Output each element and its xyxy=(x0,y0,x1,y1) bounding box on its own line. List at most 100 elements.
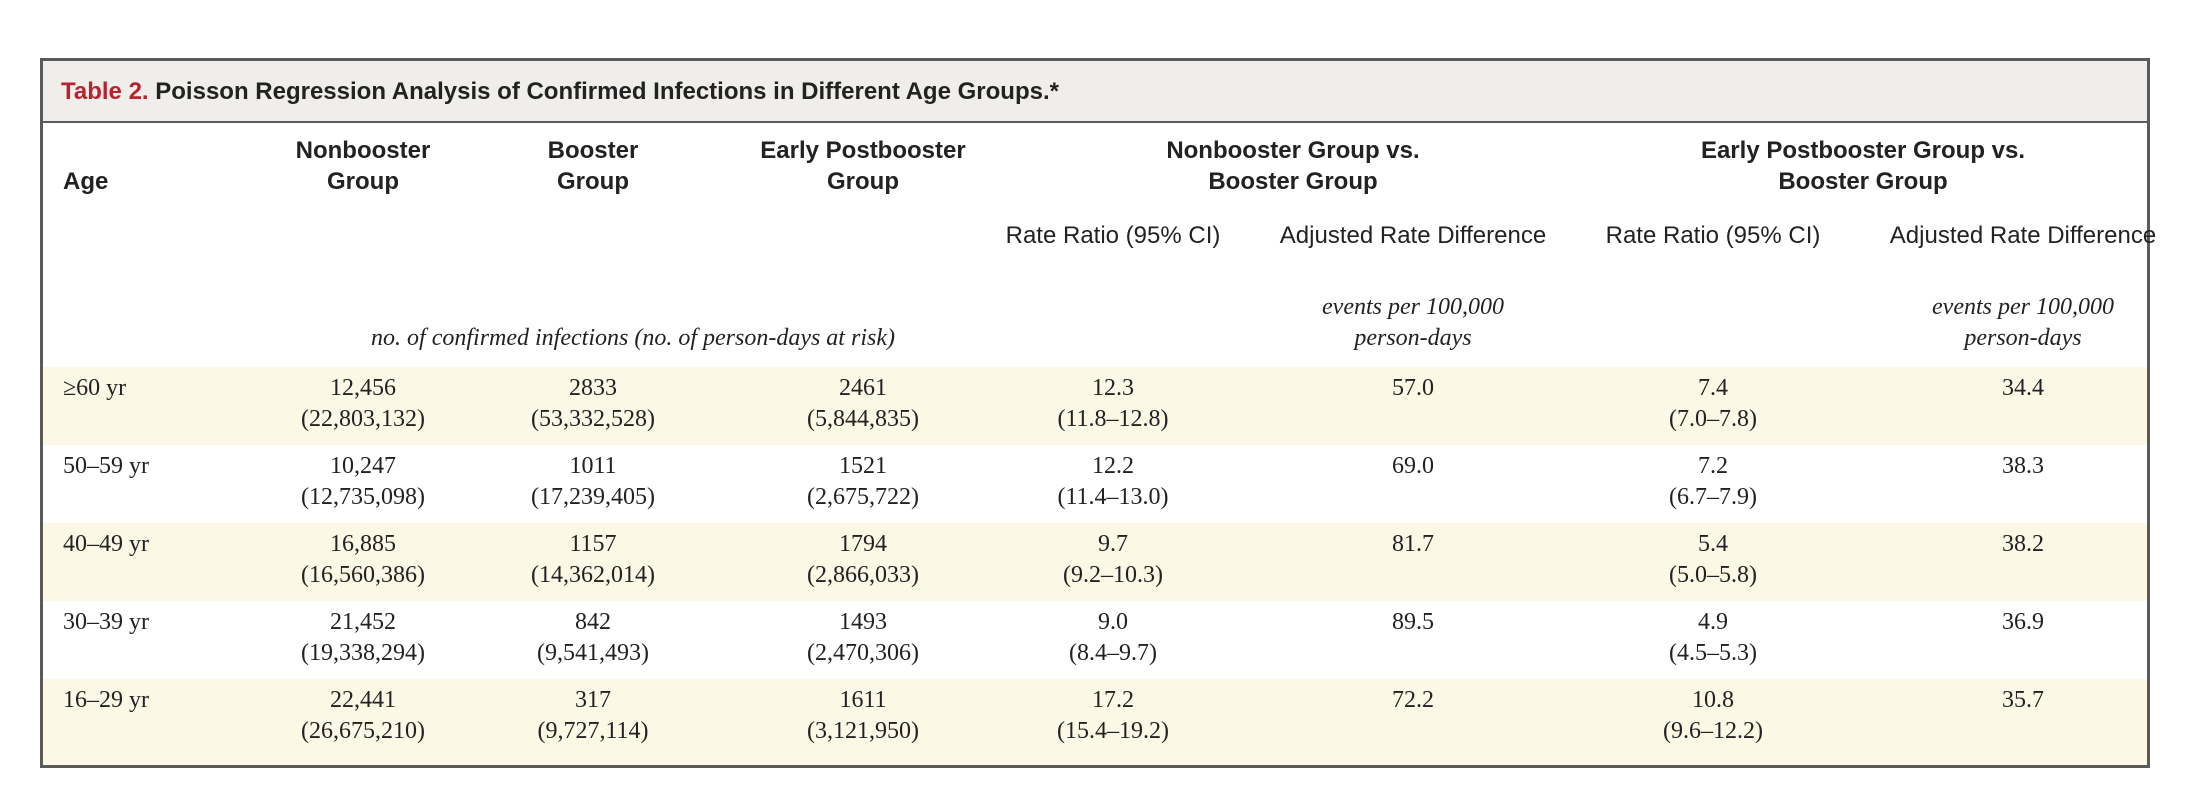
cell-ci: (8.4–9.7) xyxy=(1069,640,1157,666)
header-booster-line2: Group xyxy=(557,168,629,195)
cell-rate-ratio-1: 9.7 (9.2–10.3) xyxy=(983,529,1243,591)
cell-adjusted-diff-1: 89.5 xyxy=(1392,609,1434,635)
header-early-vs-booster: Early Postbooster Group vs. Booster Grou… xyxy=(1663,135,2063,197)
cell-ci: (9.6–12.2) xyxy=(1663,718,1763,744)
header-nonbooster-vs-booster: Nonbooster Group vs. Booster Group xyxy=(1093,135,1493,197)
cell-person-days: (17,239,405) xyxy=(531,484,655,510)
cell-adjusted-diff-2: 35.7 xyxy=(2002,687,2044,713)
cell-adjusted-diff-2: 38.3 xyxy=(2002,453,2044,479)
cell-adjusted-diff-2: 36.9 xyxy=(2002,609,2044,635)
cell-ci: (5.0–5.8) xyxy=(1669,562,1757,588)
cell-booster: 842 (9,541,493) xyxy=(513,607,673,669)
cell-rate-ratio-2: 7.4 (7.0–7.8) xyxy=(1583,373,1843,435)
cell-nonbooster: 21,452 (19,338,294) xyxy=(263,607,463,669)
table-label: Table 2. xyxy=(61,78,149,105)
cell-ratio: 4.9 xyxy=(1698,609,1728,635)
cell-rate-ratio-2: 7.2 (6.7–7.9) xyxy=(1583,451,1843,513)
cell-ratio: 17.2 xyxy=(1092,687,1134,713)
cell-rate-ratio-1: 9.0 (8.4–9.7) xyxy=(983,607,1243,669)
header-nonbooster-line1: Nonbooster xyxy=(295,137,431,164)
cell-booster: 2833 (53,332,528) xyxy=(513,373,673,435)
header-booster-line1: Booster xyxy=(547,137,639,164)
cell-ratio: 12.3 xyxy=(1092,375,1134,401)
cell-ci: (11.8–12.8) xyxy=(1057,406,1169,432)
cell-adjusted-diff-1: 69.0 xyxy=(1392,453,1434,479)
cell-early-postbooster: 1611 (3,121,950) xyxy=(723,685,1003,747)
table-row: 30–39 yr 21,452 (19,338,294) 842 (9,541,49… xyxy=(43,601,2147,679)
cell-age: 30–39 yr xyxy=(63,609,149,635)
cell-ci: (11.4–13.0) xyxy=(1057,484,1169,510)
cell-early-postbooster: 2461 (5,844,835) xyxy=(723,373,1003,435)
units-diff-1-line1: events per 100,000 xyxy=(1322,294,1504,320)
header-early-line2: Group xyxy=(827,168,899,195)
cell-person-days: (12,735,098) xyxy=(301,484,425,510)
cell-booster: 1157 (14,362,014) xyxy=(513,529,673,591)
header-nbvb-line1: Nonbooster Group vs. xyxy=(1166,137,1420,164)
cell-person-days: (2,866,033) xyxy=(807,562,919,588)
cell-person-days: (2,470,306) xyxy=(807,640,919,666)
subheader-rate-ratio-1: Rate Ratio (95% CI) xyxy=(1005,222,1221,249)
cell-ratio: 7.4 xyxy=(1698,375,1728,401)
table-row: 40–49 yr 16,885 (16,560,386) 1157 (14,362,… xyxy=(43,523,2147,601)
table-row: 16–29 yr 22,441 (26,675,210) 317 (9,727,11… xyxy=(43,679,2147,765)
cell-person-days: (3,121,950) xyxy=(807,718,919,744)
cell-rate-ratio-2: 5.4 (5.0–5.8) xyxy=(1583,529,1843,591)
header-nonbooster: Nonbooster Group xyxy=(263,135,463,197)
cell-adjusted-diff-1: 81.7 xyxy=(1392,531,1434,557)
cell-rate-ratio-1: 17.2 (15.4–19.2) xyxy=(983,685,1243,747)
cell-count: 1157 xyxy=(569,531,617,557)
table-row: ≥60 yr 12,456 (22,803,132) 2833 (53,332,52… xyxy=(43,367,2147,445)
cell-rate-ratio-1: 12.3 (11.8–12.8) xyxy=(983,373,1243,435)
cell-count: 1493 xyxy=(839,609,887,635)
cell-count: 16,885 xyxy=(330,531,396,557)
cell-count: 12,456 xyxy=(330,375,396,401)
cell-rate-ratio-1: 12.2 (11.4–13.0) xyxy=(983,451,1243,513)
cell-count: 2833 xyxy=(569,375,617,401)
cell-count: 21,452 xyxy=(330,609,396,635)
cell-nonbooster: 12,456 (22,803,132) xyxy=(263,373,463,435)
cell-adjusted-diff-2: 38.2 xyxy=(2002,531,2044,557)
cell-age: 50–59 yr xyxy=(63,453,149,479)
table-caption: Table 2. Poisson Regression Analysis of … xyxy=(43,61,2147,123)
cell-early-postbooster: 1493 (2,470,306) xyxy=(723,607,1003,669)
cell-count: 1011 xyxy=(569,453,617,479)
cell-ratio: 10.8 xyxy=(1692,687,1734,713)
cell-person-days: (9,727,114) xyxy=(537,718,649,744)
cell-ratio: 12.2 xyxy=(1092,453,1134,479)
cell-rate-ratio-2: 10.8 (9.6–12.2) xyxy=(1583,685,1843,747)
cell-person-days: (9,541,493) xyxy=(537,640,649,666)
cell-person-days: (26,675,210) xyxy=(301,718,425,744)
header-nbvb-line2: Booster Group xyxy=(1208,168,1378,195)
cell-ratio: 5.4 xyxy=(1698,531,1728,557)
cell-ratio: 9.7 xyxy=(1098,531,1128,557)
header-early-line1: Early Postbooster xyxy=(760,137,966,164)
units-diff-1-line2: person-days xyxy=(1354,325,1472,351)
units-diff-2-line1: events per 100,000 xyxy=(1932,294,2114,320)
cell-booster: 317 (9,727,114) xyxy=(513,685,673,747)
cell-count: 1611 xyxy=(839,687,887,713)
subheader-adjusted-diff-2: Adjusted Rate Difference xyxy=(1889,222,2157,249)
cell-ci: (4.5–5.3) xyxy=(1669,640,1757,666)
cell-age: 40–49 yr xyxy=(63,531,149,557)
cell-rate-ratio-2: 4.9 (4.5–5.3) xyxy=(1583,607,1843,669)
header-early-postbooster: Early Postbooster Group xyxy=(723,135,1003,197)
cell-nonbooster: 22,441 (26,675,210) xyxy=(263,685,463,747)
cell-person-days: (5,844,835) xyxy=(807,406,919,432)
units-counts: no. of confirmed infections (no. of pers… xyxy=(371,325,895,351)
cell-ci: (7.0–7.8) xyxy=(1669,406,1757,432)
cell-age: ≥60 yr xyxy=(63,375,127,401)
cell-ratio: 9.0 xyxy=(1098,609,1128,635)
units-diff-2: events per 100,000 person-days xyxy=(1873,292,2173,354)
table-title: Poisson Regression Analysis of Confirmed… xyxy=(148,78,1059,105)
cell-booster: 1011 (17,239,405) xyxy=(513,451,673,513)
cell-early-postbooster: 1794 (2,866,033) xyxy=(723,529,1003,591)
cell-nonbooster: 10,247 (12,735,098) xyxy=(263,451,463,513)
units-diff-1: events per 100,000 person-days xyxy=(1263,292,1563,354)
subheader-adjusted-diff-1: Adjusted Rate Difference xyxy=(1279,222,1547,249)
header-age: Age xyxy=(63,168,109,195)
cell-count: 1521 xyxy=(839,453,887,479)
units-diff-2-line2: person-days xyxy=(1964,325,2082,351)
cell-person-days: (2,675,722) xyxy=(807,484,919,510)
header-epvb-line1: Early Postbooster Group vs. xyxy=(1700,137,2026,164)
cell-count: 1794 xyxy=(839,531,887,557)
